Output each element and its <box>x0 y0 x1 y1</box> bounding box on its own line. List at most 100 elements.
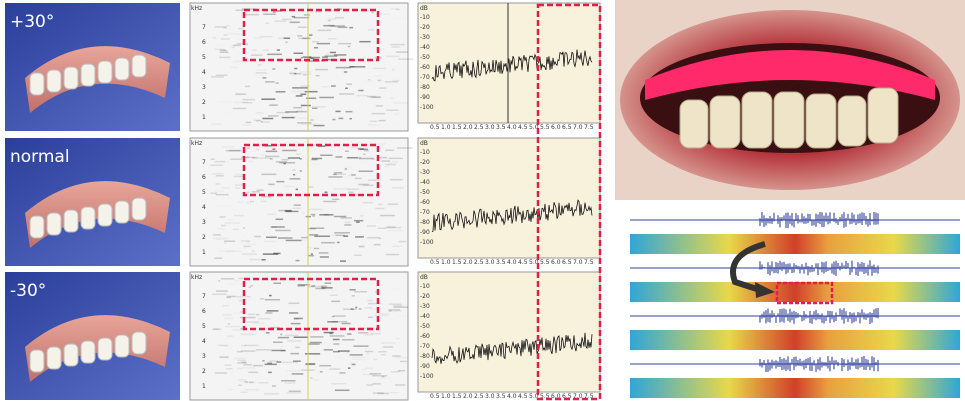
spectrogram-energy <box>238 360 246 362</box>
spectrogram-energy <box>373 359 377 361</box>
spectrogram-energy <box>275 230 291 232</box>
spectrogram-energy <box>311 285 315 287</box>
spectrogram-energy <box>236 296 251 298</box>
y-tick-label: -70 <box>420 343 430 350</box>
spectrogram-energy <box>319 252 329 254</box>
spectrogram-energy <box>240 210 245 212</box>
spectrogram-energy <box>265 299 280 301</box>
x-tick-label: 2.5 <box>474 124 484 131</box>
spectrogram-energy <box>277 112 289 114</box>
spectrogram-energy <box>359 308 362 310</box>
spectrogram-energy <box>242 124 250 126</box>
spectrogram-energy <box>328 176 342 178</box>
spectrogram-energy <box>276 181 284 183</box>
spectrogram-energy <box>312 41 319 43</box>
spectrogram-energy <box>364 150 369 152</box>
spectrogram-energy <box>392 161 398 163</box>
spectrogram-energy <box>328 20 331 22</box>
spectrogram-energy <box>342 323 351 325</box>
spectrogram-energy <box>272 68 275 70</box>
denture-tooth <box>132 55 146 77</box>
spectrogram-energy <box>324 214 329 216</box>
spectrogram-energy <box>345 150 349 152</box>
spectrogram-energy <box>321 286 327 288</box>
y-tick-label: -90 <box>420 94 430 101</box>
y-tick-label: -40 <box>420 313 430 320</box>
unit-label: kHz <box>191 274 202 281</box>
spectrogram-energy <box>305 364 314 366</box>
spectrogram-energy <box>227 323 229 325</box>
spectrogram-energy <box>212 294 227 296</box>
spectrogram-energy <box>214 45 225 47</box>
spectrogram-energy <box>278 337 289 339</box>
spectrogram-energy <box>312 106 326 108</box>
y-tick-label: 3 <box>202 219 206 226</box>
denture-tooth <box>47 70 61 92</box>
spectrum-bg <box>418 272 600 392</box>
y-tick-label: -100 <box>420 239 434 246</box>
spectrogram-energy <box>310 377 312 379</box>
spectrogram-energy <box>223 27 226 29</box>
spectrogram-energy <box>256 149 260 151</box>
spectrogram-energy <box>244 331 256 333</box>
spectrogram-energy <box>399 315 407 317</box>
y-tick-label: -70 <box>420 209 430 216</box>
x-tick-label: 3.0 <box>485 124 495 131</box>
spectrogram-energy <box>389 303 402 305</box>
spectrogram-energy <box>339 93 354 95</box>
spectrogram-energy <box>314 248 319 250</box>
spectrogram-energy <box>387 230 403 232</box>
spectrogram-energy <box>266 23 270 25</box>
spectrogram-energy <box>365 80 375 82</box>
spectrogram-energy <box>330 55 344 57</box>
spectrogram-energy <box>221 278 234 280</box>
spectrogram-energy <box>300 170 302 172</box>
spectrogram-energy <box>391 97 394 99</box>
spectrogram-energy <box>276 161 287 163</box>
spectrogram-energy <box>395 357 408 359</box>
spectrogram-energy <box>310 336 323 338</box>
spectrogram-energy <box>224 242 226 244</box>
spectrogram-energy <box>381 377 394 379</box>
spectrogram-energy <box>365 156 371 158</box>
spectrogram-energy <box>355 178 362 180</box>
spectrogram-energy <box>348 189 360 191</box>
spectrogram-energy <box>266 151 277 153</box>
spectrogram-energy <box>335 235 345 237</box>
y-tick-label: -60 <box>420 333 430 340</box>
spectrogram-energy <box>269 104 277 106</box>
spectrogram-energy <box>335 156 342 158</box>
spectrogram-energy <box>297 73 312 75</box>
spectrogram-energy <box>211 76 224 78</box>
y-tick-label: -10 <box>420 14 430 21</box>
spectrogram-energy <box>286 41 288 43</box>
unit-label: dB <box>420 140 428 147</box>
spectrogram-energy <box>379 238 382 240</box>
spectrogram-energy <box>240 317 256 319</box>
spectrogram-energy <box>224 222 240 224</box>
spectrogram-energy <box>255 112 264 114</box>
y-tick-label: 2 <box>202 99 206 106</box>
spectrogram-energy <box>258 157 271 159</box>
spectrogram-energy <box>384 166 390 168</box>
spectrogram-energy <box>227 335 233 337</box>
spectrogram-energy <box>345 222 350 224</box>
x-tick-label: 2.5 <box>474 393 484 400</box>
spectrogram-energy <box>267 54 282 56</box>
spectrogram-energy <box>346 157 361 159</box>
spectrogram-energy <box>225 326 241 328</box>
spectrogram-energy <box>338 43 351 45</box>
spectrogram-energy <box>253 365 263 367</box>
color-spectrogram <box>630 378 960 398</box>
spectrogram-energy <box>245 86 250 88</box>
spectrogram-energy <box>235 187 241 189</box>
y-tick-label: -50 <box>420 54 430 61</box>
spectrogram-energy <box>333 174 337 176</box>
spectrogram-energy <box>305 353 320 355</box>
spectrogram-energy <box>313 379 319 381</box>
spectrogram-energy <box>241 334 256 336</box>
spectrogram-energy <box>230 158 242 160</box>
spectrogram-energy <box>392 355 400 357</box>
spectrogram-energy <box>362 369 367 371</box>
y-tick-label: 6 <box>202 174 206 181</box>
